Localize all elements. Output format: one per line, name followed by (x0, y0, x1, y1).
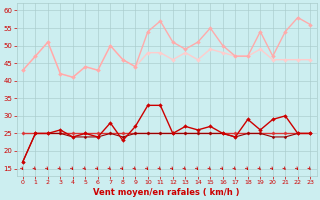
X-axis label: Vent moyen/en rafales ( km/h ): Vent moyen/en rafales ( km/h ) (93, 188, 240, 197)
